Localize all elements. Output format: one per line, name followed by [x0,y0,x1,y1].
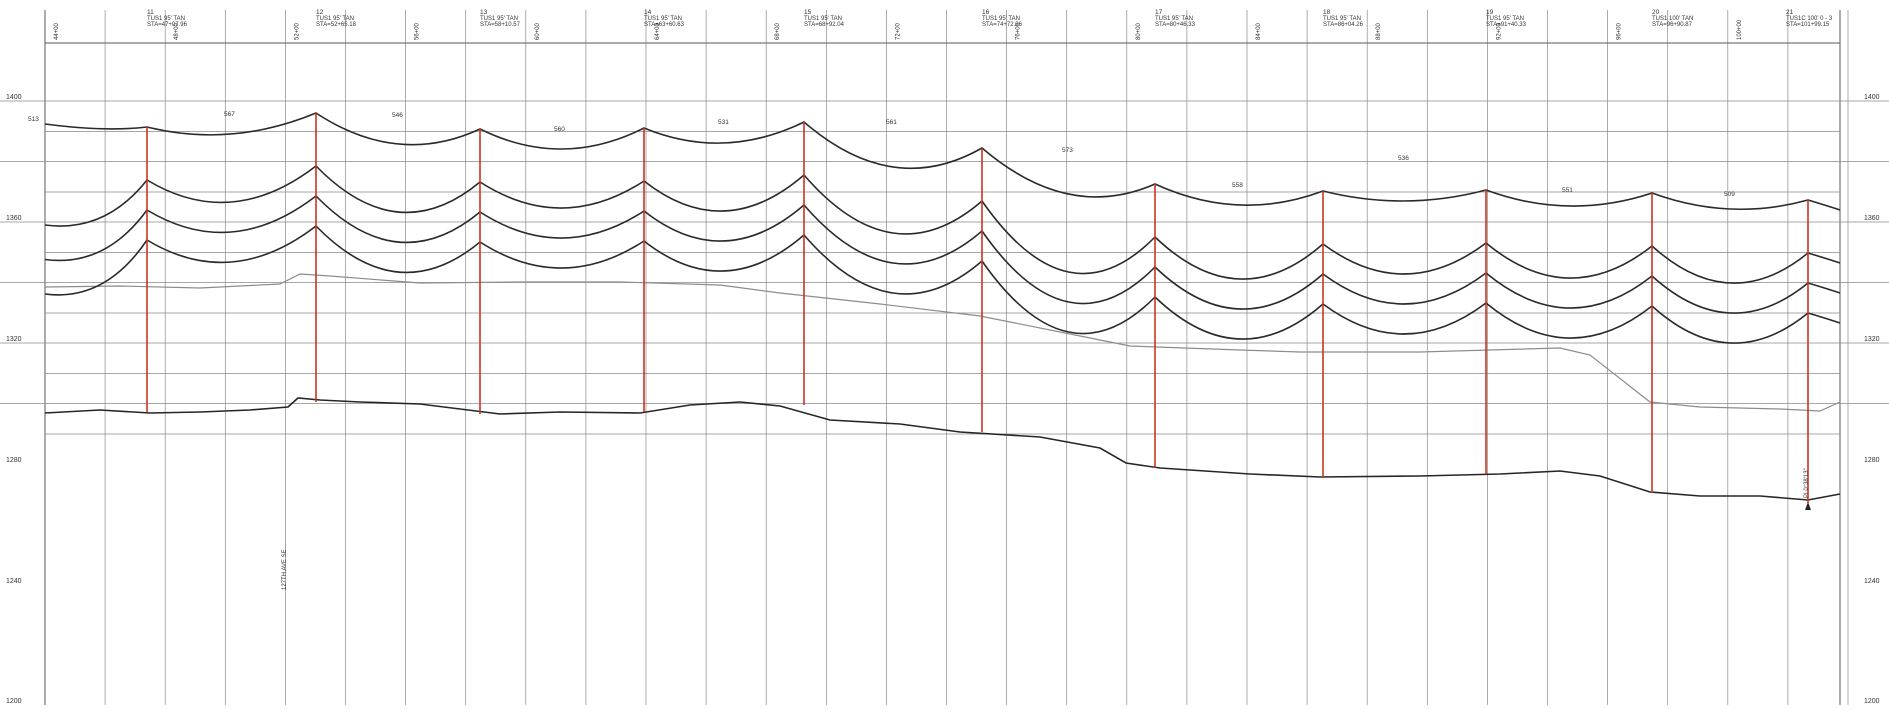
span-length-label: 560 [554,126,565,133]
pole-type: TUS1 95' TAN [1486,16,1524,22]
pole-station: STA=68+92.04 [804,22,845,28]
elevation-label-right: 1200 [1864,698,1880,705]
poles [146,113,1811,510]
angle-marker-icon [1805,502,1811,510]
station-tick-label: 92+00 [1496,22,1502,40]
pole-station: STA=86+04.26 [1323,22,1364,28]
station-tick-label: 88+00 [1376,22,1382,40]
conductors [44,112,1841,344]
pole-number: 18 [1323,9,1331,16]
pole-type: TUS1 95' TAN [804,16,842,22]
pole-station: STA=63+60.63 [644,22,685,28]
span-length-label: 561 [886,119,897,126]
ground-clearance-line [44,273,1841,412]
station-tick-label: 72+00 [895,22,901,40]
span-length-label: 567 [224,111,235,118]
pole-type: TUS1 95' TAN [316,16,354,22]
elevation-label-left: 1280 [6,457,22,464]
station-tick-label: 64+00 [655,22,661,40]
pole-station: STA=58+10.57 [480,22,521,28]
pole-number: 14 [644,9,652,16]
station-tick-label: 60+00 [535,22,541,40]
pole-number: 12 [316,9,324,16]
pole-station: STA=47+07.96 [147,22,188,28]
ground-polyline [44,397,1841,501]
pole-number: 20 [1652,9,1660,16]
pole-station: STA=74+72.96 [982,22,1023,28]
pole-station: STA=96+90.87 [1652,22,1693,28]
elevation-label-left: 1360 [6,215,22,222]
pole-station: STA=91+40.33 [1486,22,1527,28]
pole-type: TUS1 95' TAN [480,16,518,22]
pole-type: TUS1C 100' 0 - 3 [1786,16,1833,22]
shield-wire [44,112,1841,211]
road-label: 127TH AVE SE [282,549,288,590]
pole-number: 13 [480,9,488,16]
station-tick-label: 56+00 [415,22,421,40]
station-tick-label: 80+00 [1136,22,1142,40]
elevation-label-right: 1240 [1864,578,1880,585]
elevation-label-right: 1360 [1864,215,1880,222]
station-tick-label: 84+00 [1256,22,1262,40]
pole-number: 15 [804,9,812,16]
station-tick-label: 76+00 [1016,22,1022,40]
station-tick-label: 100+00 [1737,19,1743,40]
ground-profile [44,397,1841,501]
elevation-label-left: 1200 [6,698,22,705]
phase-conductor-1 [44,164,1841,284]
station-tick-label: 96+00 [1617,22,1623,40]
pole-type: TUS1 95' TAN [644,16,682,22]
phase-conductor-3 [44,224,1841,344]
station-tick-label: 48+00 [174,22,180,40]
span-length-label: 573 [1062,147,1073,154]
station-tick-label: 68+00 [775,22,781,40]
angle-label: PI 0°38'13" [1804,468,1810,498]
pole-type: TUS1 95' TAN [147,16,185,22]
elevation-label-left: 1400 [6,94,22,101]
span-length-label: 551 [1562,187,1573,194]
elevation-label-right: 1400 [1864,94,1880,101]
station-tick-label: 52+00 [294,22,300,40]
pole-number: 16 [982,9,990,16]
pole-type: TUS1 100' TAN [1652,16,1693,22]
station-tick-label: 44+00 [54,22,60,40]
elevation-label-right: 1320 [1864,336,1880,343]
span-length-label: 558 [1232,182,1243,189]
span-length-label: 546 [392,112,403,119]
span-length-label: 513 [28,116,39,123]
clearance-polyline [44,273,1841,412]
pole-station: STA=101+99.15 [1786,22,1830,28]
pole-type: TUS1 95' TAN [1323,16,1361,22]
grid [0,10,1889,705]
pole-type: TUS1 95' TAN [1155,16,1193,22]
pole-type: TUS1 95' TAN [982,16,1020,22]
elevation-label-left: 1240 [6,578,22,585]
pole-station: STA=80+46.33 [1155,22,1196,28]
pole-number: 19 [1486,9,1494,16]
pole-number: 17 [1155,9,1163,16]
pole-number: 21 [1786,9,1794,16]
pole-station: STA=52+65.18 [316,22,357,28]
pole-number: 11 [147,9,154,16]
phase-conductor-2 [44,194,1841,314]
elevation-label-left: 1320 [6,336,22,343]
elevation-label-right: 1280 [1864,457,1880,464]
span-length-label: 531 [718,119,729,126]
span-length-label: 536 [1398,155,1409,162]
span-length-label: 509 [1724,191,1735,198]
